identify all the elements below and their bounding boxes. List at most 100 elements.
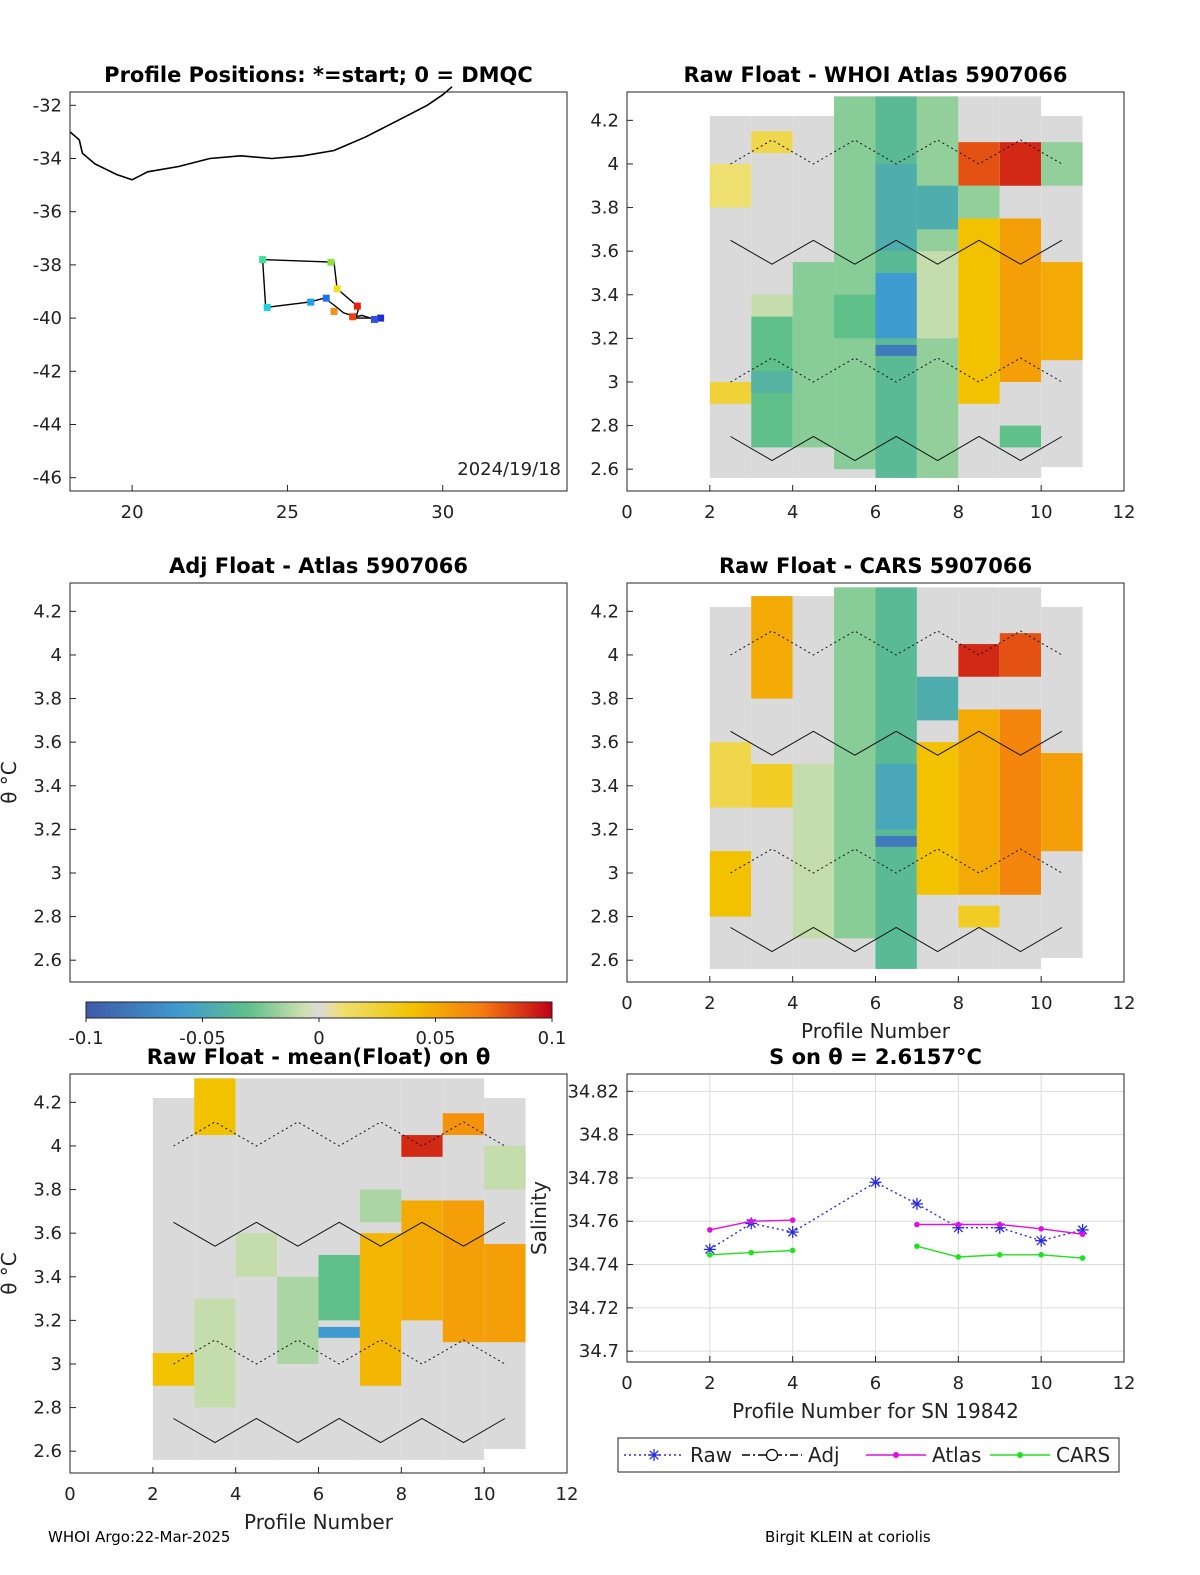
anom-heatmap-cell xyxy=(442,1113,485,1136)
asterisk-stroke xyxy=(705,1244,715,1255)
legend-label-raw: Raw xyxy=(690,1443,732,1467)
atlas-heatmap-cell xyxy=(916,185,959,230)
legend-marker-atlas xyxy=(893,1452,899,1458)
legend-marker-raw xyxy=(649,1450,659,1460)
cars-ytick-label: 4 xyxy=(608,645,619,666)
atlas-ytick-label: 4 xyxy=(608,154,619,175)
legend-marker-adj xyxy=(765,1448,779,1462)
colorbar-tick-label: 0.05 xyxy=(415,1028,455,1049)
series-point-raw xyxy=(1035,1234,1048,1247)
atlas-contour-line xyxy=(730,435,1063,462)
atlas-contour-line xyxy=(730,239,1063,265)
asterisk-stroke xyxy=(1077,1225,1088,1235)
positions-ytick-label: -36 xyxy=(33,202,62,223)
atlas-xtick-label: 12 xyxy=(1113,502,1136,523)
adj-ytick-label: 3 xyxy=(51,863,62,884)
atlas-heatmap-cell xyxy=(834,96,876,470)
cars-heatmap-cell xyxy=(709,851,752,917)
atlas-heatmap-cell xyxy=(709,381,752,404)
atlas-ytick-label: 3 xyxy=(608,372,619,393)
cars-heatmap-cell xyxy=(792,763,835,939)
atlas-xtick-label: 2 xyxy=(704,502,715,523)
cars-contour-line xyxy=(730,630,1063,656)
anom-contour-line xyxy=(173,1417,506,1444)
cars-panel: Raw Float - CARS 5907066 0 2 4 6 8 10 12 2.6 2.8 3… xyxy=(590,554,1135,1043)
positions-ytick-label: -46 xyxy=(33,468,62,489)
salinity-xtick-label: 12 xyxy=(1113,1373,1136,1394)
anomaly-panel: Raw Float - mean(Float) on θ 0 2 4 6 8 10 12 2.6… xyxy=(0,1045,578,1534)
map-date-annotation: 2024/19/18 xyxy=(457,459,561,480)
series-point-atlas xyxy=(1038,1226,1044,1232)
series-point-cars xyxy=(748,1249,755,1256)
salinity-ytick-label: 34.78 xyxy=(567,1168,619,1189)
series-point-atlas xyxy=(1079,1231,1086,1238)
colorbar-tick-label: -0.05 xyxy=(179,1028,226,1049)
series-point-raw xyxy=(910,1197,923,1210)
salinity-xtick-label: 2 xyxy=(704,1373,715,1394)
adj-panel: Adj Float - Atlas 5907066 2.6 2.8 3 3.2 3.4 3.… xyxy=(0,554,568,983)
atlas-heatmap-body xyxy=(709,96,1083,478)
anom-ytick-label: 4 xyxy=(51,1136,62,1157)
salinity-xtick-label: 8 xyxy=(953,1373,964,1394)
atlas-heatmap-cell xyxy=(875,344,917,356)
adj-ytick-label: 3.4 xyxy=(33,776,62,797)
anom-heatmap-cell xyxy=(152,1353,195,1386)
profile-position-marker xyxy=(377,314,385,322)
legend-label-adj: Adj xyxy=(808,1443,840,1467)
adj-ylabel: θ °C xyxy=(0,761,21,804)
anom-ytick-label: 4.2 xyxy=(33,1092,62,1113)
series-point-atlas xyxy=(789,1217,796,1223)
cars-xtick-label: 10 xyxy=(1030,993,1053,1014)
salinity-panel: S on θ = 2.6157°C 0 2 4 6 8 10 12 34.7 34.72 34.74… xyxy=(527,1045,1136,1473)
anom-heatmap-cell xyxy=(401,1135,443,1157)
anom-contour-line xyxy=(173,1339,506,1365)
anom-heatmap-cell xyxy=(484,1145,526,1190)
cars-heatmap-cell xyxy=(875,763,917,830)
atlas-heatmap-cell xyxy=(751,294,793,317)
atlas-xtick-label: 0 xyxy=(621,502,632,523)
series-point-atlas xyxy=(748,1218,755,1225)
atlas-heatmap-cell xyxy=(999,425,1042,448)
atlas-heatmap-cell xyxy=(751,371,793,393)
atlas-ytick-label: 2.6 xyxy=(590,459,619,480)
anom-heatmap-cell xyxy=(318,1254,360,1321)
anom-ytick-label: 3 xyxy=(51,1354,62,1375)
atlas-panel: Raw Float - WHOI Atlas 5907066 0 2 4 6 8 10 12 2… xyxy=(590,63,1135,523)
anom-heatmap-column xyxy=(277,1078,319,1460)
cars-ytick-label: 2.6 xyxy=(590,950,619,971)
asterisk-stroke xyxy=(1036,1235,1046,1246)
anom-xtick-label: 8 xyxy=(396,1484,407,1505)
atlas-contour-line xyxy=(730,139,1063,165)
cars-heatmap-cell xyxy=(834,587,876,939)
anom-ytick-label: 3.8 xyxy=(33,1180,62,1201)
anom-xtick-label: 0 xyxy=(64,1484,75,1505)
anom-heatmap-cell xyxy=(401,1200,443,1321)
cars-ytick-label: 3.2 xyxy=(590,819,619,840)
atlas-ytick-label: 2.8 xyxy=(590,416,619,437)
salinity-xlabel: Profile Number for SN 19842 xyxy=(732,1399,1019,1423)
series-point-raw xyxy=(869,1176,882,1189)
salinity-xtick-label: 10 xyxy=(1030,1373,1053,1394)
series-point-atlas xyxy=(914,1221,920,1228)
anom-ytick-label: 3.4 xyxy=(33,1267,62,1288)
anom-xtick-label: 10 xyxy=(473,1484,496,1505)
anom-heatmap-body xyxy=(152,1078,526,1460)
anom-xtick-label: 12 xyxy=(556,1484,579,1505)
adj-ytick-label: 3.8 xyxy=(33,689,62,710)
atlas-xtick-label: 6 xyxy=(870,502,881,523)
profile-position-marker xyxy=(370,315,378,323)
series-point-cars xyxy=(955,1254,962,1260)
coastline-path xyxy=(69,86,453,181)
salinity-ytick-label: 34.76 xyxy=(567,1211,619,1232)
profile-position-marker xyxy=(327,258,335,266)
anom-heatmap-cell xyxy=(235,1233,278,1277)
asterisk-stroke xyxy=(870,1177,881,1188)
asterisk-stroke xyxy=(912,1199,922,1209)
atlas-ytick-label: 3.8 xyxy=(590,198,619,219)
anom-contour-line xyxy=(173,1221,506,1247)
cars-ytick-label: 3.8 xyxy=(590,689,619,710)
anom-heatmap-cell xyxy=(194,1298,236,1408)
cars-contour-line xyxy=(730,848,1063,874)
anom-heatmap-cell xyxy=(277,1276,319,1364)
